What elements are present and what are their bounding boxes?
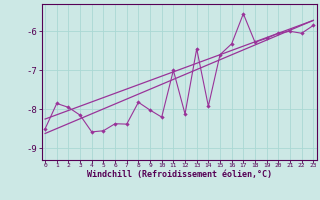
- X-axis label: Windchill (Refroidissement éolien,°C): Windchill (Refroidissement éolien,°C): [87, 170, 272, 179]
